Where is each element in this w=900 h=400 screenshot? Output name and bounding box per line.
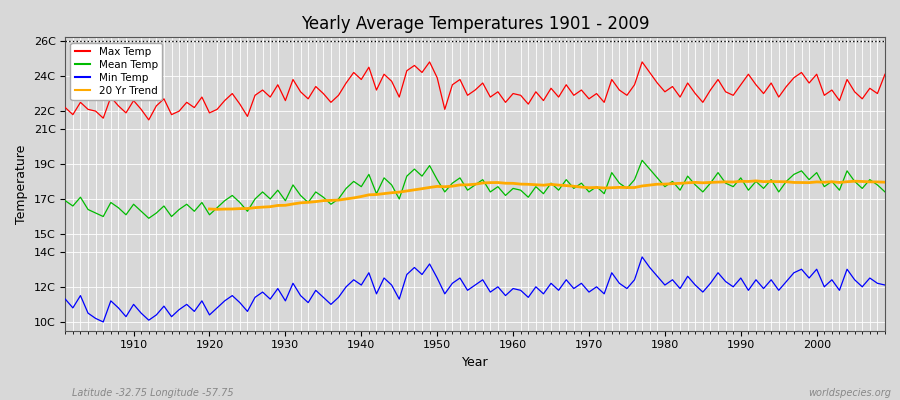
Text: worldspecies.org: worldspecies.org bbox=[808, 388, 891, 398]
Title: Yearly Average Temperatures 1901 - 2009: Yearly Average Temperatures 1901 - 2009 bbox=[301, 15, 650, 33]
Legend: Max Temp, Mean Temp, Min Temp, 20 Yr Trend: Max Temp, Mean Temp, Min Temp, 20 Yr Tre… bbox=[70, 42, 162, 100]
Y-axis label: Temperature: Temperature bbox=[15, 144, 28, 224]
Text: Latitude -32.75 Longitude -57.75: Latitude -32.75 Longitude -57.75 bbox=[72, 388, 234, 398]
X-axis label: Year: Year bbox=[462, 356, 489, 369]
